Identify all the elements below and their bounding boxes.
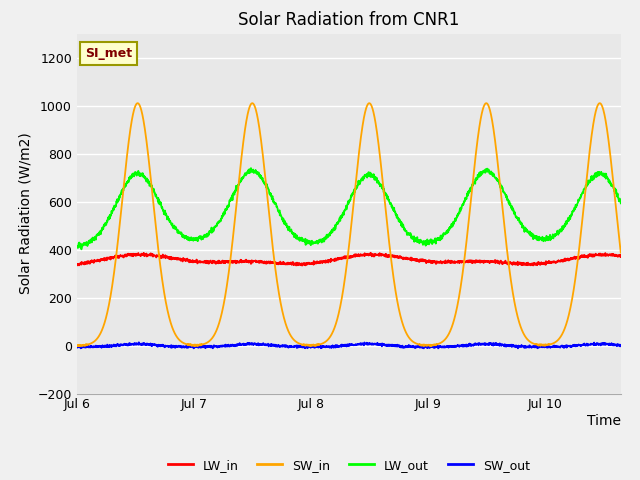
SW_out: [502, 343, 509, 349]
SW_in: [73, 343, 81, 348]
SW_in: [338, 295, 346, 300]
LW_out: [101, 222, 109, 228]
SW_out: [617, 343, 625, 349]
LW_out: [602, 173, 609, 179]
SW_in: [602, 118, 609, 123]
LW_out: [602, 172, 609, 178]
SW_out: [323, 344, 331, 349]
SW_out: [73, 345, 81, 350]
LW_out: [502, 192, 509, 198]
SW_in: [248, 100, 256, 106]
SW_out: [602, 340, 609, 346]
LW_in: [73, 261, 81, 267]
LW_in: [100, 258, 108, 264]
Legend: LW_in, SW_in, LW_out, SW_out: LW_in, SW_in, LW_out, SW_out: [163, 454, 535, 477]
LW_out: [77, 246, 85, 252]
LW_in: [602, 250, 609, 256]
LW_out: [617, 201, 625, 206]
LW_in: [502, 260, 509, 265]
SW_in: [502, 236, 509, 241]
LW_in: [323, 258, 331, 264]
SW_in: [617, 250, 625, 255]
Line: SW_out: SW_out: [77, 342, 621, 348]
Line: LW_in: LW_in: [77, 253, 621, 265]
Y-axis label: Solar Radiation (W/m2): Solar Radiation (W/m2): [18, 133, 32, 294]
LW_in: [602, 253, 609, 259]
LW_out: [338, 212, 346, 218]
X-axis label: Time: Time: [587, 414, 621, 428]
LW_out: [324, 234, 332, 240]
SW_in: [602, 116, 609, 121]
SW_in: [76, 343, 83, 349]
Text: SI_met: SI_met: [85, 47, 132, 60]
SW_out: [100, 344, 108, 350]
Line: LW_out: LW_out: [77, 168, 621, 249]
LW_out: [247, 165, 255, 171]
LW_in: [298, 263, 306, 268]
SW_in: [101, 319, 109, 325]
SW_out: [135, 339, 143, 345]
LW_in: [617, 254, 625, 260]
SW_in: [324, 337, 332, 343]
LW_in: [338, 256, 346, 262]
SW_out: [338, 343, 346, 349]
Line: SW_in: SW_in: [77, 103, 621, 346]
SW_out: [602, 342, 609, 348]
LW_out: [73, 244, 81, 250]
LW_in: [367, 250, 374, 256]
SW_out: [435, 346, 442, 351]
Title: Solar Radiation from CNR1: Solar Radiation from CNR1: [238, 11, 460, 29]
